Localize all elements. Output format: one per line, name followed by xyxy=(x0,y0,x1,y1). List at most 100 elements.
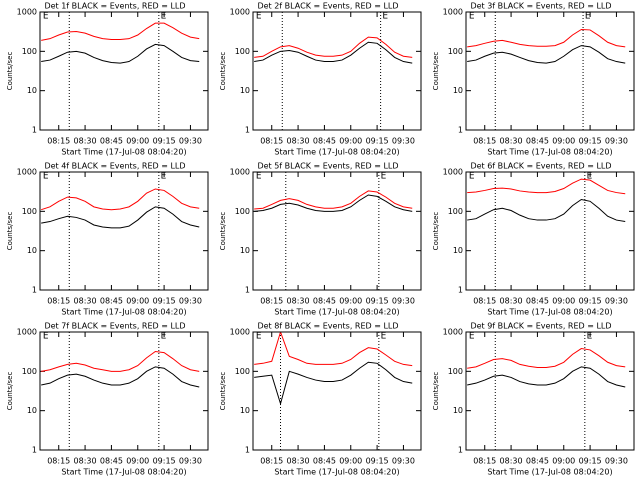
data-line xyxy=(41,188,200,211)
y-tick-label: 1 xyxy=(458,286,463,295)
y-tick-label: 1000 xyxy=(230,168,250,177)
x-tick-label: 09:00 xyxy=(339,457,362,466)
x-tick-label: 09:00 xyxy=(339,137,362,146)
panel: Det 6f BLACK = Events, RED = LLD Start Ti… xyxy=(432,162,635,317)
data-line xyxy=(254,332,413,367)
x-tick-label: 08:15 xyxy=(473,457,496,466)
data-line xyxy=(41,366,200,388)
panel: Det 9f BLACK = Events, RED = LLD Start Ti… xyxy=(432,322,635,477)
x-tick-label: 09:15 xyxy=(153,137,176,146)
data-line xyxy=(467,28,626,48)
x-axis-label: Start Time (17-Jul-08 08:04:20) xyxy=(274,468,399,477)
x-tick-label: 08:45 xyxy=(100,137,123,146)
x-tick-label: 09:30 xyxy=(605,457,628,466)
y-tick-label: 1 xyxy=(245,446,250,455)
y-tick-label: 1000 xyxy=(17,168,37,177)
x-tick-label: 08:15 xyxy=(260,137,283,146)
x-tick-label: 08:30 xyxy=(287,297,310,306)
plot-frame xyxy=(252,331,422,451)
x-tick-label: 09:15 xyxy=(366,137,389,146)
chart-title: Det 9f BLACK = Events, RED = LLD xyxy=(470,322,611,331)
x-axis-label: Start Time (17-Jul-08 08:04:20) xyxy=(274,148,399,157)
data-line xyxy=(254,361,413,406)
marker-label: E xyxy=(469,12,475,22)
marker-label: E xyxy=(256,332,262,342)
y-axis-label: Counts/sec xyxy=(219,372,227,411)
y-tick-label: 100 xyxy=(448,367,463,376)
y-tick-label: 1000 xyxy=(17,8,37,17)
y-tick-label: 10 xyxy=(240,86,250,95)
x-tick-label: 09:30 xyxy=(179,137,202,146)
marker-label: E xyxy=(43,12,49,22)
marker-label: E xyxy=(381,332,387,342)
data-line xyxy=(41,22,200,41)
plot-frame xyxy=(39,171,209,291)
x-tick-label: 08:30 xyxy=(287,137,310,146)
marker-label: E xyxy=(382,12,388,22)
x-tick-label: 08:30 xyxy=(74,297,97,306)
marker-label: E xyxy=(585,12,591,22)
x-axis-label: Start Time (17-Jul-08 08:04:20) xyxy=(61,468,186,477)
y-tick-label: 1 xyxy=(32,286,37,295)
x-tick-label: 08:15 xyxy=(260,297,283,306)
x-tick-label: 08:45 xyxy=(526,457,549,466)
marker-label: E xyxy=(43,172,49,182)
marker-label: E xyxy=(161,172,167,182)
data-line xyxy=(467,198,626,223)
y-tick-label: 100 xyxy=(22,207,37,216)
data-line xyxy=(254,194,413,212)
x-tick-label: 08:15 xyxy=(47,457,70,466)
y-tick-label: 1000 xyxy=(230,8,250,17)
marker-label: E xyxy=(256,12,262,22)
x-tick-label: 09:30 xyxy=(392,457,415,466)
panel: Det 8f BLACK = Events, RED = LLD Start Ti… xyxy=(219,322,422,477)
y-tick-label: 1 xyxy=(32,446,37,455)
x-axis-label: Start Time (17-Jul-08 08:04:20) xyxy=(487,148,612,157)
plot-frame xyxy=(252,11,422,131)
y-tick-label: 100 xyxy=(448,47,463,56)
chart-title: Det 7f BLACK = Events, RED = LLD xyxy=(44,322,185,331)
x-tick-label: 09:30 xyxy=(605,297,628,306)
y-tick-label: 10 xyxy=(27,406,37,415)
y-tick-label: 10 xyxy=(453,246,463,255)
panel: Det 7f BLACK = Events, RED = LLD Start Ti… xyxy=(6,322,209,477)
y-tick-label: 1000 xyxy=(443,8,463,17)
chart-title: Det 5f BLACK = Events, RED = LLD xyxy=(257,162,398,171)
y-tick-label: 10 xyxy=(240,246,250,255)
x-tick-label: 08:45 xyxy=(526,137,549,146)
x-tick-label: 09:30 xyxy=(392,297,415,306)
data-line xyxy=(41,43,200,64)
x-tick-label: 08:15 xyxy=(47,137,70,146)
y-tick-label: 1 xyxy=(245,126,250,135)
x-tick-label: 08:45 xyxy=(313,137,336,146)
chart-title: Det 4f BLACK = Events, RED = LLD xyxy=(44,162,185,171)
marker-label: E xyxy=(587,172,593,182)
y-axis-label: Counts/sec xyxy=(6,212,14,251)
marker-label: E xyxy=(43,332,49,342)
y-axis-label: Counts/sec xyxy=(219,212,227,251)
chart-title: Det 6f BLACK = Events, RED = LLD xyxy=(470,162,611,171)
x-axis-label: Start Time (17-Jul-08 08:04:20) xyxy=(487,468,612,477)
panel: Det 3f BLACK = Events, RED = LLD Start Ti… xyxy=(432,2,635,157)
y-tick-label: 100 xyxy=(235,47,250,56)
chart-title: Det 1f BLACK = Events, RED = LLD xyxy=(44,2,185,11)
panel: Det 5f BLACK = Events, RED = LLD Start Ti… xyxy=(219,162,422,317)
x-tick-label: 08:45 xyxy=(313,297,336,306)
plot-frame xyxy=(39,331,209,451)
x-tick-label: 09:15 xyxy=(579,297,602,306)
data-line xyxy=(254,36,413,58)
x-tick-label: 09:15 xyxy=(366,297,389,306)
y-tick-label: 100 xyxy=(448,207,463,216)
x-tick-label: 09:00 xyxy=(552,137,575,146)
y-axis-label: Counts/sec xyxy=(432,52,440,91)
x-tick-label: 08:30 xyxy=(500,297,523,306)
plot-frame xyxy=(39,11,209,131)
marker-label: E xyxy=(256,172,262,182)
data-line xyxy=(254,41,413,64)
chart-title: Det 3f BLACK = Events, RED = LLD xyxy=(470,2,611,11)
y-axis-label: Counts/sec xyxy=(432,212,440,251)
x-tick-label: 08:15 xyxy=(47,297,70,306)
y-tick-label: 10 xyxy=(453,406,463,415)
chart-title: Det 8f BLACK = Events, RED = LLD xyxy=(257,322,398,331)
